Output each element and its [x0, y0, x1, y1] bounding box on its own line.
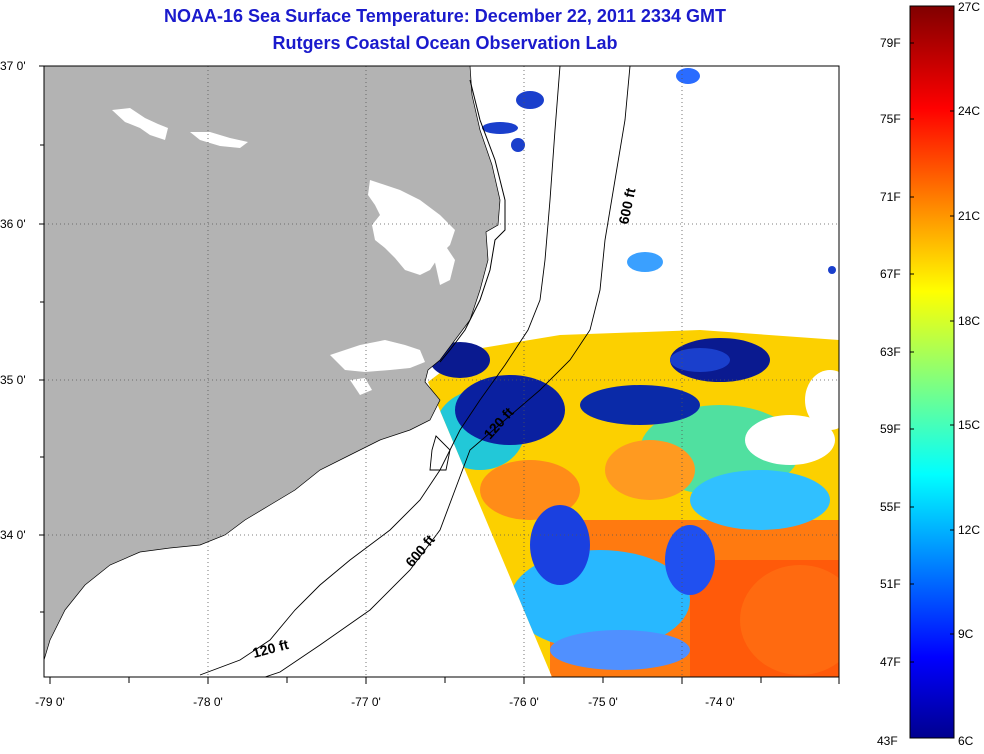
colorbar-c-9: 9C [958, 627, 974, 641]
bathymetry-contours [199, 66, 631, 677]
colorbar-c-15: 15C [958, 418, 981, 432]
map-subtitle: Rutgers Coastal Ocean Observation Lab [272, 33, 618, 53]
contour-label-600-north: 600 ft [615, 186, 638, 225]
colorbar-c-6: 6C [958, 734, 974, 748]
colorbar-f-67: 67F [880, 267, 901, 281]
colorbar-c-18: 18C [958, 314, 981, 328]
sst-swath [428, 330, 839, 677]
colorbar-c-12: 12C [958, 523, 981, 537]
colorbar-f-47: 47F [880, 655, 901, 669]
colorbar-c-21: 21C [958, 209, 981, 223]
lon-label-77: -77 0' [351, 695, 381, 709]
lon-label-74: -74 0' [705, 695, 735, 709]
lat-label-37: 37 0' [0, 59, 26, 73]
lon-label-76: -76 0' [509, 695, 539, 709]
map-ticks [39, 65, 840, 684]
lon-label-75: -75 0' [588, 695, 618, 709]
colorbar-f-75: 75F [880, 112, 901, 126]
map-gridlines [44, 66, 839, 677]
lon-label-79: -79 0' [35, 695, 65, 709]
colorbar-f-59: 59F [880, 422, 901, 436]
barrier-islands [439, 79, 506, 363]
lon-label-78: -78 0' [193, 695, 223, 709]
lat-label-35: 35 0' [0, 373, 26, 387]
inland-water [112, 108, 455, 395]
colorbar-f-43: 43F [877, 734, 898, 748]
colorbar-c-24: 24C [958, 104, 981, 118]
colorbar-f-55: 55F [880, 500, 901, 514]
colorbar-gradient [909, 5, 955, 739]
colorbar-f-63: 63F [880, 345, 901, 359]
colorbar-f-51: 51F [880, 577, 901, 591]
map-title: NOAA-16 Sea Surface Temperature: Decembe… [164, 6, 726, 26]
colorbar-c-27: 27C [958, 0, 981, 14]
colorbar-f-71: 71F [880, 190, 901, 204]
lat-label-36: 36 0' [0, 217, 26, 231]
lat-label-34: 34 0' [0, 528, 26, 542]
colorbar-f-79: 79F [880, 36, 901, 50]
